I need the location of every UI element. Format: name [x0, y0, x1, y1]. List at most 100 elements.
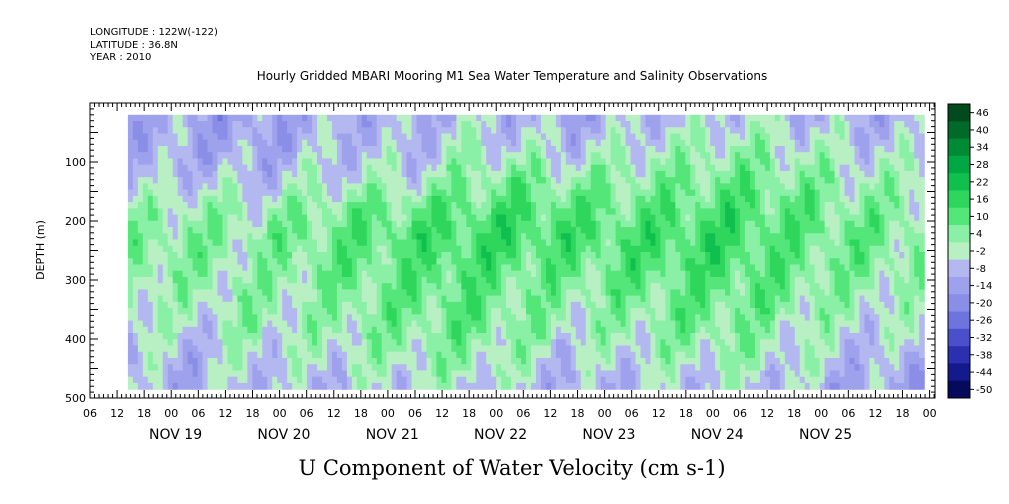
heatmap-cell	[356, 320, 363, 328]
heatmap-cell	[356, 376, 363, 384]
heatmap-cell	[147, 139, 154, 147]
heatmap-cell	[466, 301, 472, 309]
heatmap-cell	[391, 245, 398, 253]
heatmap-cell	[132, 183, 139, 191]
heatmap-cell	[202, 308, 209, 315]
heatmap-cell	[187, 289, 194, 297]
heatmap-cell	[550, 220, 557, 228]
heatmap-cell	[565, 158, 572, 166]
heatmap-cell	[451, 283, 457, 290]
heatmap-cell	[476, 357, 482, 365]
heatmap-cell	[680, 289, 686, 297]
heatmap-cell	[670, 195, 676, 203]
heatmap-cell	[511, 258, 517, 266]
heatmap-cell	[630, 183, 637, 191]
heatmap-cell	[685, 326, 691, 334]
heatmap-cell	[336, 301, 343, 309]
heatmap-cell	[132, 202, 139, 209]
heatmap-cell	[242, 339, 248, 347]
heatmap-cell	[396, 295, 403, 303]
heatmap-cell	[212, 295, 219, 303]
heatmap-cell	[461, 345, 467, 353]
heatmap-cell	[590, 251, 597, 259]
heatmap-cell	[157, 376, 164, 384]
heatmap-cell	[416, 251, 423, 259]
heatmap-cell	[635, 170, 642, 178]
heatmap-cell	[307, 251, 313, 259]
heatmap-cell	[481, 220, 487, 228]
heatmap-cell	[531, 339, 537, 347]
heatmap-cell	[605, 233, 612, 241]
heatmap-cell	[137, 114, 144, 122]
heatmap-cell	[177, 227, 184, 234]
heatmap-cell	[212, 283, 219, 290]
heatmap-cell	[326, 208, 333, 216]
heatmap-cell	[600, 376, 607, 384]
heatmap-cell	[307, 164, 313, 172]
heatmap-cell	[167, 351, 174, 359]
heatmap-cell	[416, 227, 423, 234]
heatmap-cell	[540, 139, 547, 147]
heatmap-cell	[580, 382, 587, 390]
heatmap-cell	[535, 314, 542, 322]
heatmap-cell	[590, 127, 597, 135]
heatmap-cell	[605, 276, 612, 284]
heatmap-cell	[441, 295, 448, 303]
heatmap-cell	[307, 382, 313, 390]
heatmap-cell	[595, 295, 602, 303]
heatmap-cell	[640, 264, 647, 272]
heatmap-cell	[376, 139, 383, 147]
heatmap-cell	[605, 245, 612, 253]
heatmap-cell	[212, 177, 219, 184]
heatmap-cell	[252, 121, 258, 128]
heatmap-cell	[635, 133, 642, 141]
heatmap-cell	[486, 382, 492, 390]
heatmap-cell	[371, 264, 378, 272]
heatmap-cell	[595, 139, 602, 147]
heatmap-cell	[346, 121, 353, 128]
heatmap-cell	[177, 195, 184, 203]
heatmap-cell	[142, 189, 149, 197]
heatmap-cell	[177, 333, 184, 340]
heatmap-cell	[436, 133, 443, 141]
heatmap-cell	[366, 170, 373, 178]
heatmap-cell	[521, 114, 527, 122]
heatmap-cell	[396, 220, 403, 228]
heatmap-cell	[287, 326, 293, 334]
heatmap-cell	[351, 133, 358, 141]
heatmap-cell	[297, 320, 303, 328]
heatmap-cell	[322, 314, 328, 322]
heatmap-cell	[262, 189, 268, 197]
heatmap-cell	[496, 233, 502, 241]
heatmap-cell	[341, 376, 348, 384]
heatmap-cell	[496, 251, 502, 259]
heatmap-cell	[670, 114, 676, 122]
heatmap-cell	[257, 220, 263, 228]
heatmap-cell	[302, 170, 308, 178]
heatmap-cell	[346, 264, 353, 272]
heatmap-cell	[570, 301, 577, 309]
heatmap-cell	[212, 152, 219, 160]
heatmap-cell	[605, 195, 612, 203]
heatmap-cell	[411, 295, 418, 303]
heatmap-cell	[391, 376, 398, 384]
heatmap-cell	[127, 145, 134, 153]
heatmap-cell	[262, 183, 268, 191]
heatmap-cell	[511, 164, 517, 172]
heatmap-cell	[506, 170, 512, 178]
heatmap-cell	[605, 183, 612, 191]
heatmap-cell	[262, 145, 268, 153]
heatmap-cell	[346, 164, 353, 172]
heatmap-cell	[610, 133, 617, 141]
heatmap-cell	[540, 357, 547, 365]
heatmap-cell	[466, 239, 472, 247]
heatmap-cell	[247, 364, 253, 372]
heatmap-cell	[441, 258, 448, 266]
heatmap-cell	[302, 195, 308, 203]
heatmap-cell	[630, 245, 637, 253]
heatmap-cell	[635, 339, 642, 347]
heatmap-cell	[152, 152, 159, 160]
heatmap-cell	[436, 276, 443, 284]
heatmap-cell	[436, 314, 443, 322]
heatmap-cell	[640, 345, 647, 353]
